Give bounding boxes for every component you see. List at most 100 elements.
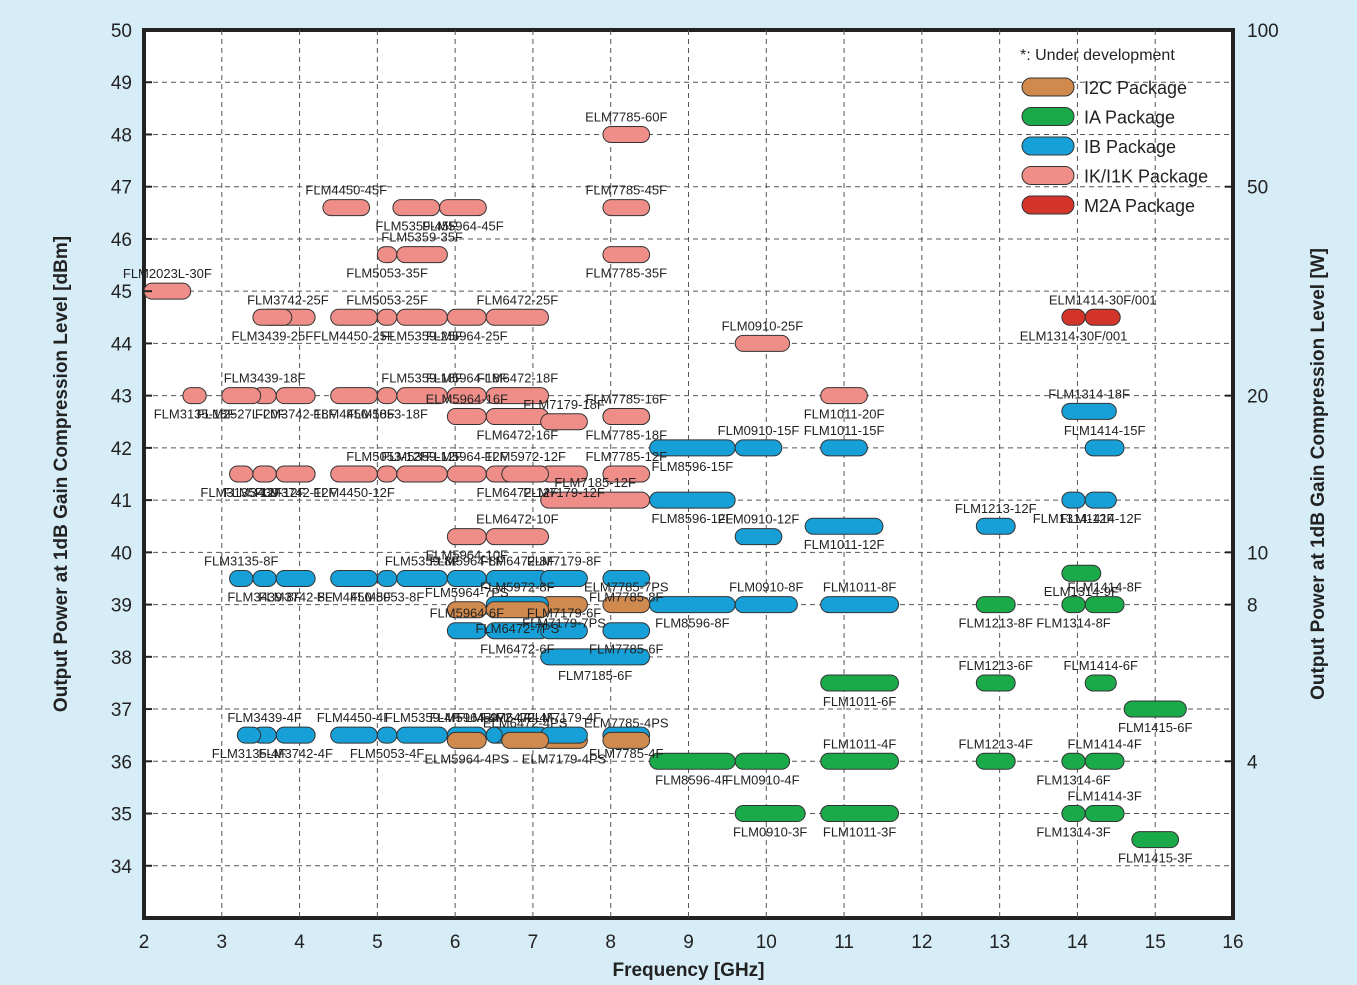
device-label: ELM7179-4PS <box>522 751 607 766</box>
device-label: FLM4450-45F <box>305 183 387 198</box>
device-label: FLM0910-15F <box>718 423 800 438</box>
device-label: FLM5359-8F <box>385 553 459 568</box>
device-bar <box>446 308 487 326</box>
device-label: FLM1011-8F <box>823 580 897 595</box>
device-bar <box>275 726 316 744</box>
device-label: FLM8596-15F <box>652 459 734 474</box>
device-bar <box>602 408 651 426</box>
device-label: FLM3742-18F <box>255 407 337 422</box>
device-label: FLM6472-7PS <box>475 621 559 636</box>
device-label: FLM5972-12F <box>484 449 566 464</box>
device-label: FLM5964-12F <box>426 449 508 464</box>
device-bar <box>820 387 868 405</box>
device-label: FLM6472-25F <box>477 292 559 307</box>
x-tick-label: 6 <box>450 932 461 953</box>
y-tick-label: 43 <box>111 387 132 408</box>
device-label: FLM3135-12F <box>200 485 282 500</box>
device-bar <box>734 528 783 546</box>
device-label: FLM4450-4F <box>317 710 391 725</box>
device-bar <box>439 199 487 217</box>
grid <box>144 30 1233 918</box>
device-bar <box>649 491 736 509</box>
legend-swatch <box>1021 195 1075 215</box>
device-label: FLM5359-4F <box>385 710 459 725</box>
device-bar <box>602 125 651 143</box>
device-bar <box>540 622 588 640</box>
device-bar <box>734 439 783 457</box>
device-bar <box>602 731 651 749</box>
device-label: FLM5053-4F <box>350 746 424 761</box>
device-label: FLM1011-15F <box>804 423 885 438</box>
device-bar <box>1131 831 1180 849</box>
device-bar <box>485 601 549 619</box>
device-label: FLM1213-4F <box>959 736 1033 751</box>
device-bar <box>1061 596 1086 614</box>
device-bar <box>820 596 900 614</box>
device-bar <box>275 569 316 587</box>
device-bar <box>734 752 791 770</box>
device-bar <box>446 465 487 483</box>
device-bar <box>330 465 378 483</box>
y-tick-label: 45 <box>111 282 132 303</box>
legend-swatch <box>1021 77 1075 97</box>
device-label: FLM5964-25F <box>426 328 508 343</box>
x-tick-label: 4 <box>294 932 305 953</box>
device-label: ELM1314-9F <box>1044 584 1119 599</box>
device-label: FLM1011-4F <box>823 736 897 751</box>
device-bar <box>376 465 398 483</box>
device-bar <box>485 308 549 326</box>
device-label: FLM1011-20F <box>804 407 885 422</box>
device-label: FLM4450-18F <box>313 407 395 422</box>
device-label: FLM0910-12F <box>718 512 800 527</box>
device-label: FLM8596-12F <box>652 511 734 526</box>
device-bar <box>602 569 651 587</box>
device-label: ELM5964-16F <box>426 392 508 407</box>
device-bar <box>221 387 262 405</box>
device-label: ELM6472-4PS <box>483 715 568 730</box>
device-label: FLM1314-3F <box>1036 825 1110 840</box>
device-bar <box>1084 752 1125 770</box>
device-label: FLM8596-8F <box>655 616 729 631</box>
legend-swatch <box>1021 166 1075 185</box>
y2-tick-label: 4 <box>1247 752 1258 773</box>
device-label: FLM4450-12F <box>313 485 395 500</box>
device-bar <box>649 752 736 770</box>
device-label: FLM1011-6F <box>823 694 897 709</box>
x-tick-label: 12 <box>911 932 932 953</box>
device-label: ELM7785-4PS <box>584 715 669 730</box>
device-bar <box>602 622 651 640</box>
device-bar <box>229 465 254 483</box>
device-labels: ELM7785-60F FLM5359-45F FLM4450-45F FLM5964… <box>123 109 1193 865</box>
axis-ticks: 2 3 4 5 6 7 8 9 10 11 12 13 14 15 16343536373839404142… <box>111 21 1279 953</box>
device-label: FLM1213-8F <box>959 616 1033 631</box>
device-bar <box>1061 564 1102 582</box>
device-bar <box>1084 491 1117 509</box>
device-label: FLM2023L-30F <box>123 266 212 281</box>
legend-label: I2C Package <box>1084 78 1187 98</box>
device-label: FLM5964-4F <box>430 710 504 725</box>
device-label: FLM4450-8F <box>317 589 391 604</box>
device-bar <box>501 731 549 749</box>
device-bar <box>975 596 1016 614</box>
device-label: FLM5053-8F <box>350 589 424 604</box>
device-label: FLM6472-6F <box>480 642 554 657</box>
device-bar <box>229 569 254 587</box>
device-bar <box>734 805 806 823</box>
device-bar <box>1061 308 1086 326</box>
device-bar <box>1123 700 1187 718</box>
legend-note: *: Under development <box>1020 47 1175 64</box>
legend-swatch <box>1021 107 1075 126</box>
device-label: FLM7179-7PS <box>522 616 606 631</box>
device-bar <box>376 569 398 587</box>
legend-label: IK/I1K Package <box>1084 167 1208 187</box>
device-label: FLM3742-4F <box>258 746 332 761</box>
x-tick-label: 3 <box>216 932 227 953</box>
device-bar <box>376 726 398 744</box>
device-bar <box>322 199 371 217</box>
device-label: FLM1011-3F <box>823 825 897 840</box>
device-bar <box>485 528 549 546</box>
device-label: FLM1415-6F <box>1118 720 1192 735</box>
device-label: FLM7785-8F <box>589 589 663 604</box>
device-label: FLM7179-8F <box>527 553 601 568</box>
device-bar <box>485 726 503 744</box>
